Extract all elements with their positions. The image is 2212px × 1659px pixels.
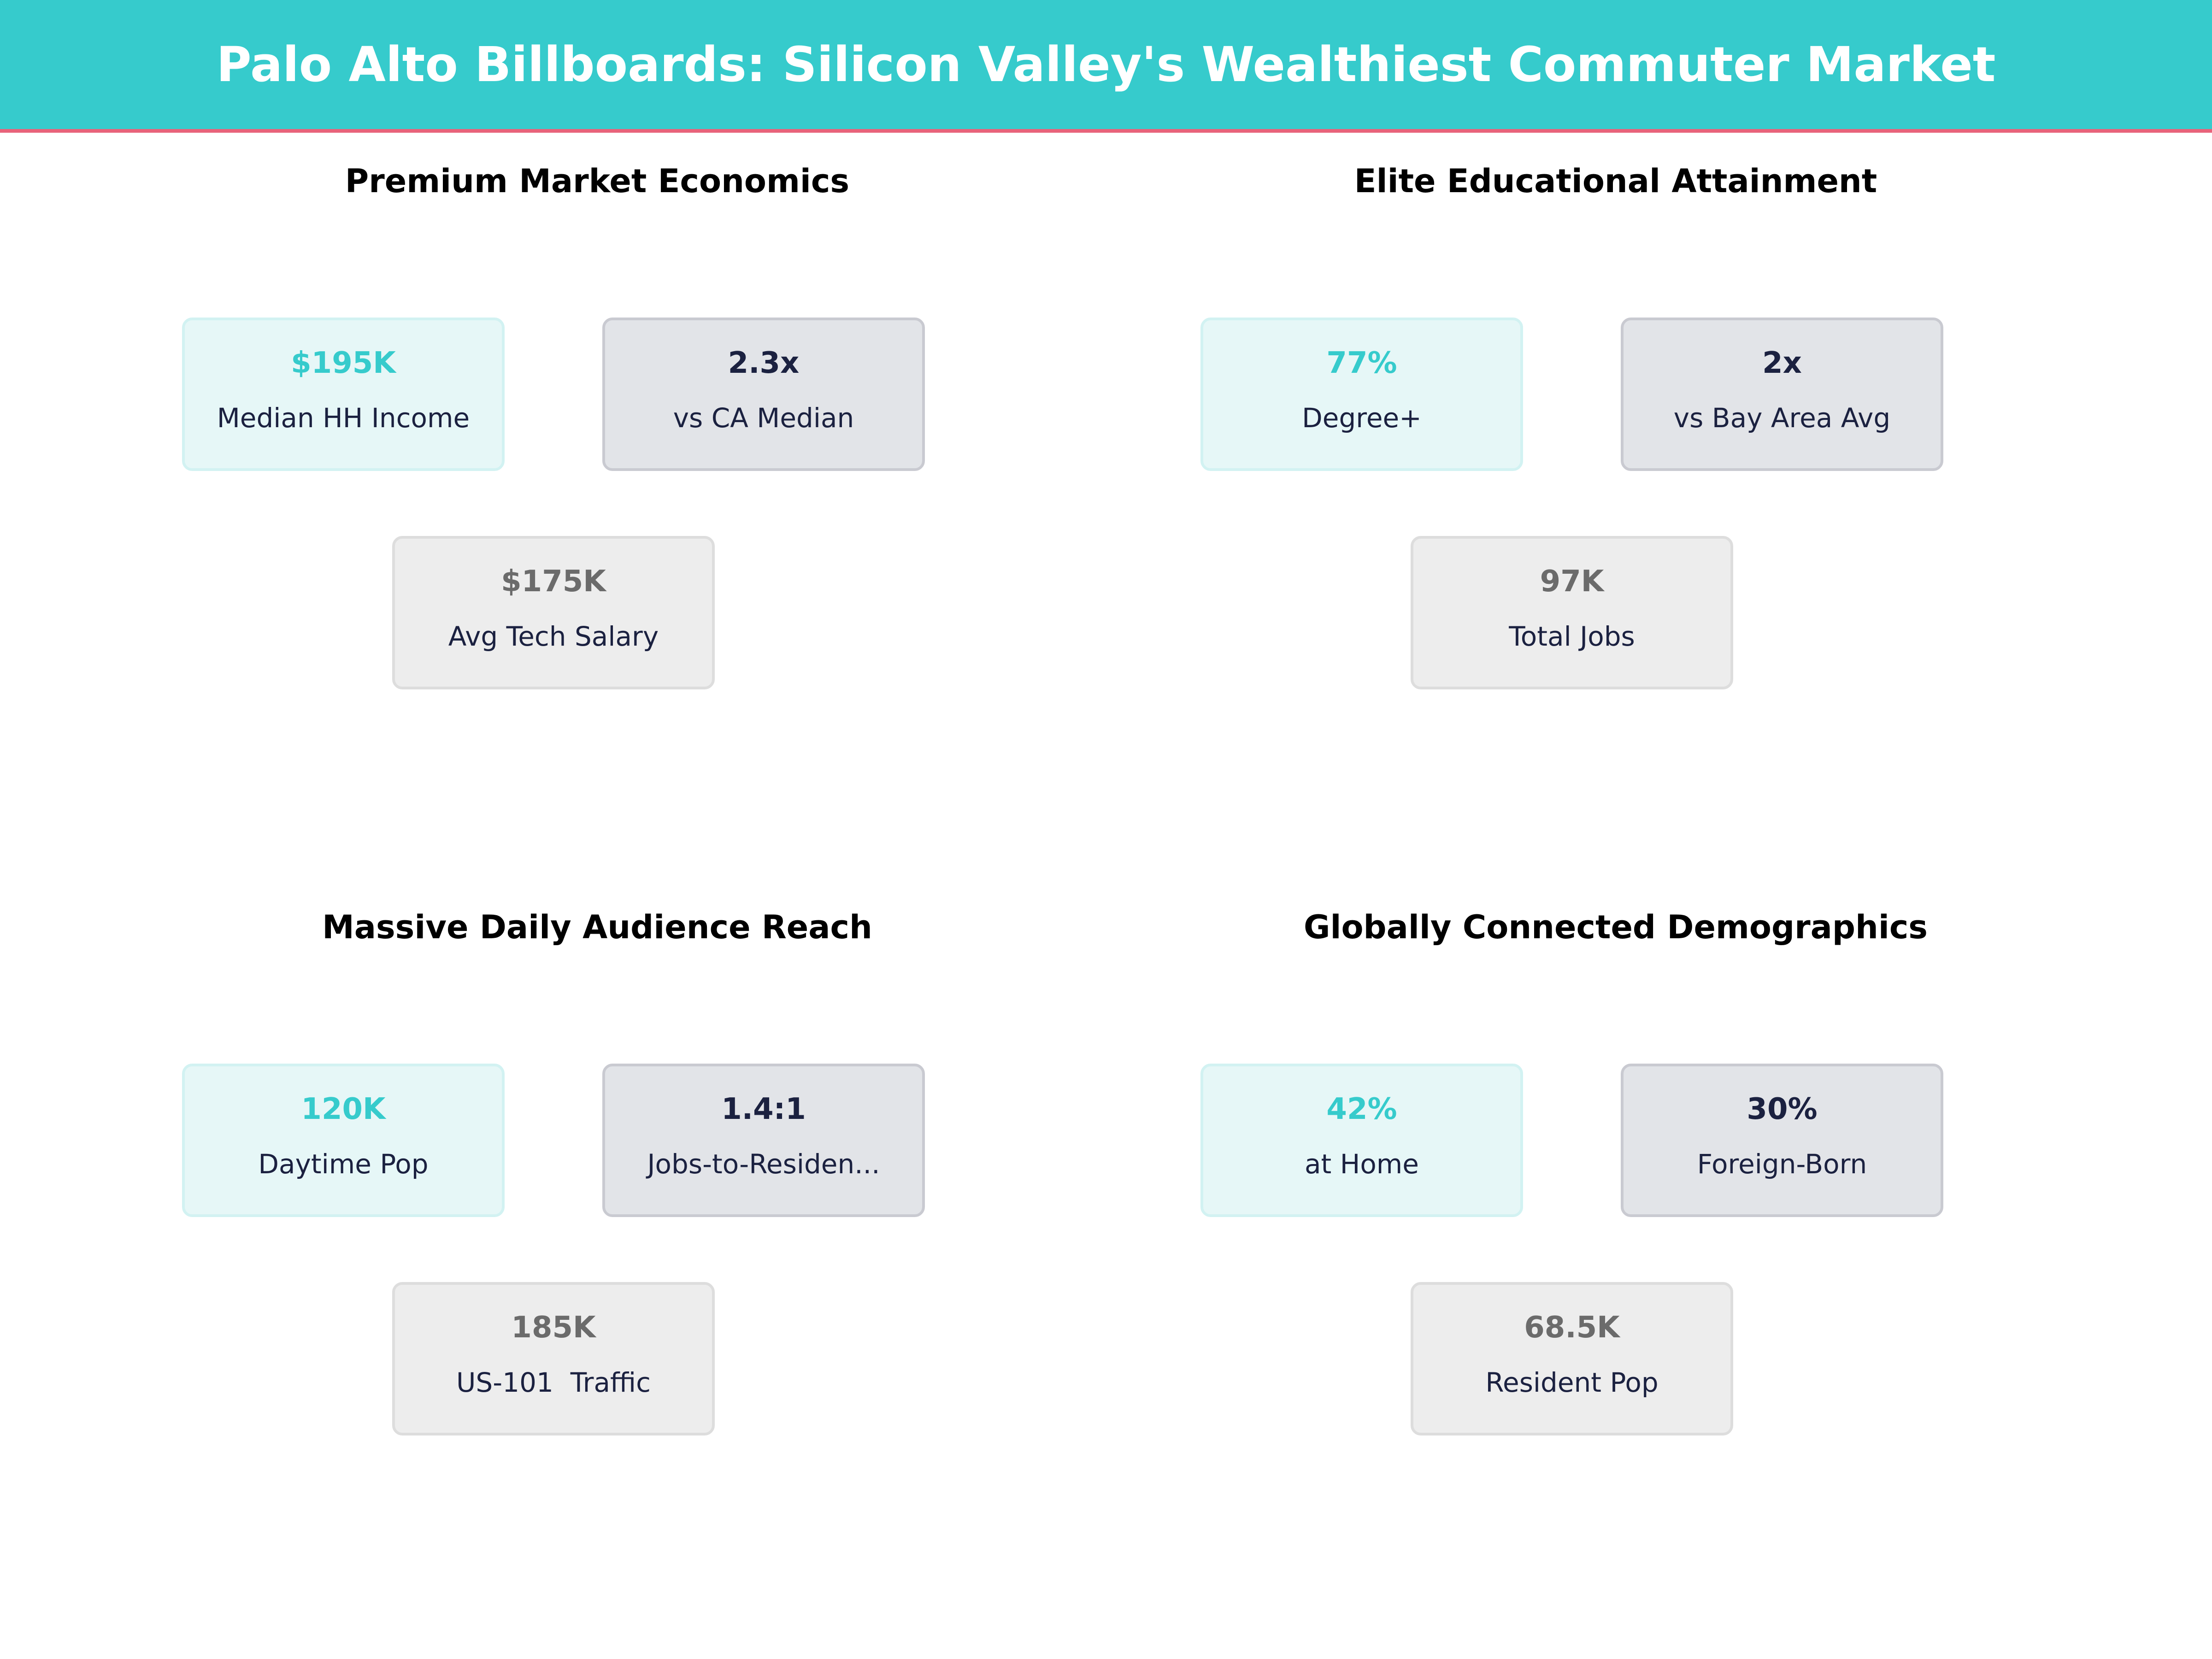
metric-label: Jobs-to-Residen... [647,1148,880,1180]
metric-card-secondary: 1.4:1 Jobs-to-Residen... [602,1064,925,1217]
panel-title: Massive Daily Audience Reach [322,908,872,946]
metric-value: 68.5K [1524,1311,1620,1345]
panel-economics: Premium Market Economics $195K Median HH … [90,0,1104,691]
panel-title: Elite Educational Attainment [1354,162,1877,200]
panel-demographics: Globally Connected Demographics 42% at Ho… [1109,746,2123,1437]
panel-title: Premium Market Economics [345,162,850,200]
metric-label: Resident Pop [1485,1367,1659,1398]
metric-card-secondary: 2x vs Bay Area Avg [1621,318,1943,471]
metric-value: 120K [301,1092,386,1126]
panel-audience: Massive Daily Audience Reach 120K Daytime… [90,746,1104,1437]
metric-value: 185K [511,1311,596,1345]
metric-card-tertiary: 97K Total Jobs [1411,536,1733,689]
metric-value: 77% [1326,346,1397,380]
metric-label: Daytime Pop [258,1148,429,1180]
metric-label: Degree+ [1302,402,1422,434]
metric-card-primary: $195K Median HH Income [182,318,505,471]
metric-value: $195K [291,346,396,380]
metric-label: Total Jobs [1509,621,1635,652]
metric-label: US-101 Traffic [456,1367,651,1398]
metric-label: Avg Tech Salary [448,621,659,652]
header-banner: Palo Alto Billboards: Silicon Valley's W… [0,0,2212,133]
metric-card-primary: 77% Degree+ [1200,318,1523,471]
page-title: Palo Alto Billboards: Silicon Valley's W… [216,36,1996,93]
metric-value: 2.3x [728,346,800,380]
metric-label: at Home [1304,1148,1419,1180]
metric-card-tertiary: 68.5K Resident Pop [1411,1282,1733,1435]
metric-label: vs CA Median [673,402,854,434]
metric-card-tertiary: $175K Avg Tech Salary [392,536,715,689]
metric-value: 30% [1747,1092,1818,1126]
metric-card-primary: 120K Daytime Pop [182,1064,505,1217]
metric-label: vs Bay Area Avg [1673,402,1891,434]
metric-value: 1.4:1 [721,1092,806,1126]
metric-value: $175K [501,565,606,599]
panel-education: Elite Educational Attainment 77% Degree+ … [1109,0,2123,691]
metric-card-primary: 42% at Home [1200,1064,1523,1217]
metric-value: 2x [1762,346,1802,380]
metric-card-secondary: 2.3x vs CA Median [602,318,925,471]
metric-card-secondary: 30% Foreign-Born [1621,1064,1943,1217]
metric-label: Foreign-Born [1697,1148,1867,1180]
panel-title: Globally Connected Demographics [1304,908,1928,946]
metric-card-tertiary: 185K US-101 Traffic [392,1282,715,1435]
metric-value: 42% [1326,1092,1397,1126]
metric-label: Median HH Income [217,402,470,434]
metric-value: 97K [1540,565,1604,599]
